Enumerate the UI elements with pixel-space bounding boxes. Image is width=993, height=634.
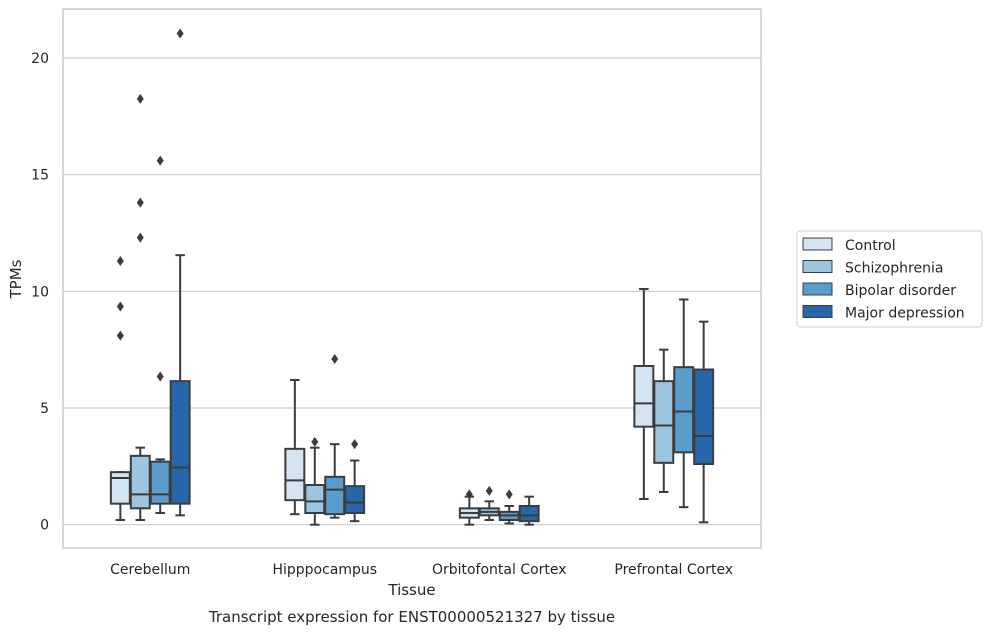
box-schizophrenia — [304, 436, 326, 526]
legend-frame — [796, 230, 983, 328]
box-iqr — [304, 484, 326, 514]
plot-frame — [62, 8, 762, 549]
legend-swatch — [802, 260, 833, 273]
outlier-point — [116, 301, 124, 312]
legend-swatch — [802, 237, 833, 251]
box-iqr — [324, 475, 346, 516]
box-iqr — [169, 380, 191, 505]
box-iqr — [633, 365, 655, 428]
box-bipolar-disorder — [498, 489, 520, 525]
y-tick-label: 15 — [31, 168, 49, 184]
box-major-depression — [169, 28, 191, 517]
box-major-depression — [344, 439, 366, 523]
legend-entry-label: Control — [845, 238, 896, 254]
outlier-point — [331, 354, 339, 364]
box-iqr — [129, 454, 151, 510]
legend: Control Schizophrenia Bipolar disorder Majo… — [796, 230, 983, 328]
x-tick-label: Prefrontal Cortex — [614, 562, 733, 578]
box-schizophrenia — [653, 348, 675, 493]
outlier-point — [156, 371, 164, 382]
box-bipolar-disorder — [149, 155, 171, 514]
x-tick-label: Orbitofontal Cortex — [432, 562, 567, 578]
chart-caption: Transcript expression for ENST0000052132… — [208, 608, 615, 626]
box-iqr — [693, 368, 715, 465]
box-control — [284, 379, 306, 516]
legend-entry-label: Schizophrenia — [845, 261, 943, 277]
box-bipolar-disorder — [324, 354, 346, 519]
box-iqr — [653, 380, 675, 464]
box-control — [458, 489, 480, 526]
outlier-point — [505, 489, 513, 500]
y-tick-label: 20 — [31, 51, 49, 67]
legend-swatch — [802, 282, 833, 296]
box-control — [633, 288, 655, 500]
legend-entry-label: Major depression — [845, 306, 965, 322]
box-iqr — [109, 471, 131, 505]
x-axis-label: Tissue — [387, 581, 435, 599]
box-series — [109, 28, 715, 526]
y-tick-label: 0 — [40, 518, 49, 534]
x-axis-ticks: Cerebellum Hipppocampus Orbitofontal Corte… — [110, 562, 733, 578]
box-iqr — [149, 460, 171, 505]
box-iqr — [344, 485, 366, 514]
y-tick-label: 10 — [31, 284, 49, 300]
box-bipolar-disorder — [673, 298, 695, 509]
box-iqr — [673, 366, 695, 454]
legend-entry-label: Bipolar disorder — [845, 283, 956, 299]
outlier-point — [485, 485, 493, 496]
outlier-point — [116, 330, 124, 341]
y-axis-ticks: 0 5 10 15 20 — [31, 51, 49, 534]
outlier-point — [465, 489, 473, 500]
box-iqr — [518, 505, 540, 523]
x-tick-label: Cerebellum — [110, 562, 190, 578]
outlier-point — [116, 256, 124, 266]
x-tick-label: Hipppocampus — [272, 562, 377, 578]
outlier-point — [176, 28, 184, 39]
outlier-point — [136, 232, 144, 243]
outlier-point — [311, 436, 319, 447]
y-tick-label: 5 — [40, 401, 49, 417]
box-iqr — [284, 447, 306, 502]
outlier-point — [136, 93, 144, 104]
legend-swatch — [802, 305, 833, 318]
outlier-point — [351, 439, 359, 450]
box-major-depression — [518, 495, 540, 526]
box-schizophrenia — [129, 93, 151, 521]
outlier-point — [136, 197, 144, 208]
box-control — [109, 256, 131, 521]
y-axis-label: TPMs — [7, 259, 25, 299]
outlier-point — [156, 155, 164, 166]
box-schizophrenia — [478, 485, 500, 521]
box-major-depression — [693, 320, 715, 524]
